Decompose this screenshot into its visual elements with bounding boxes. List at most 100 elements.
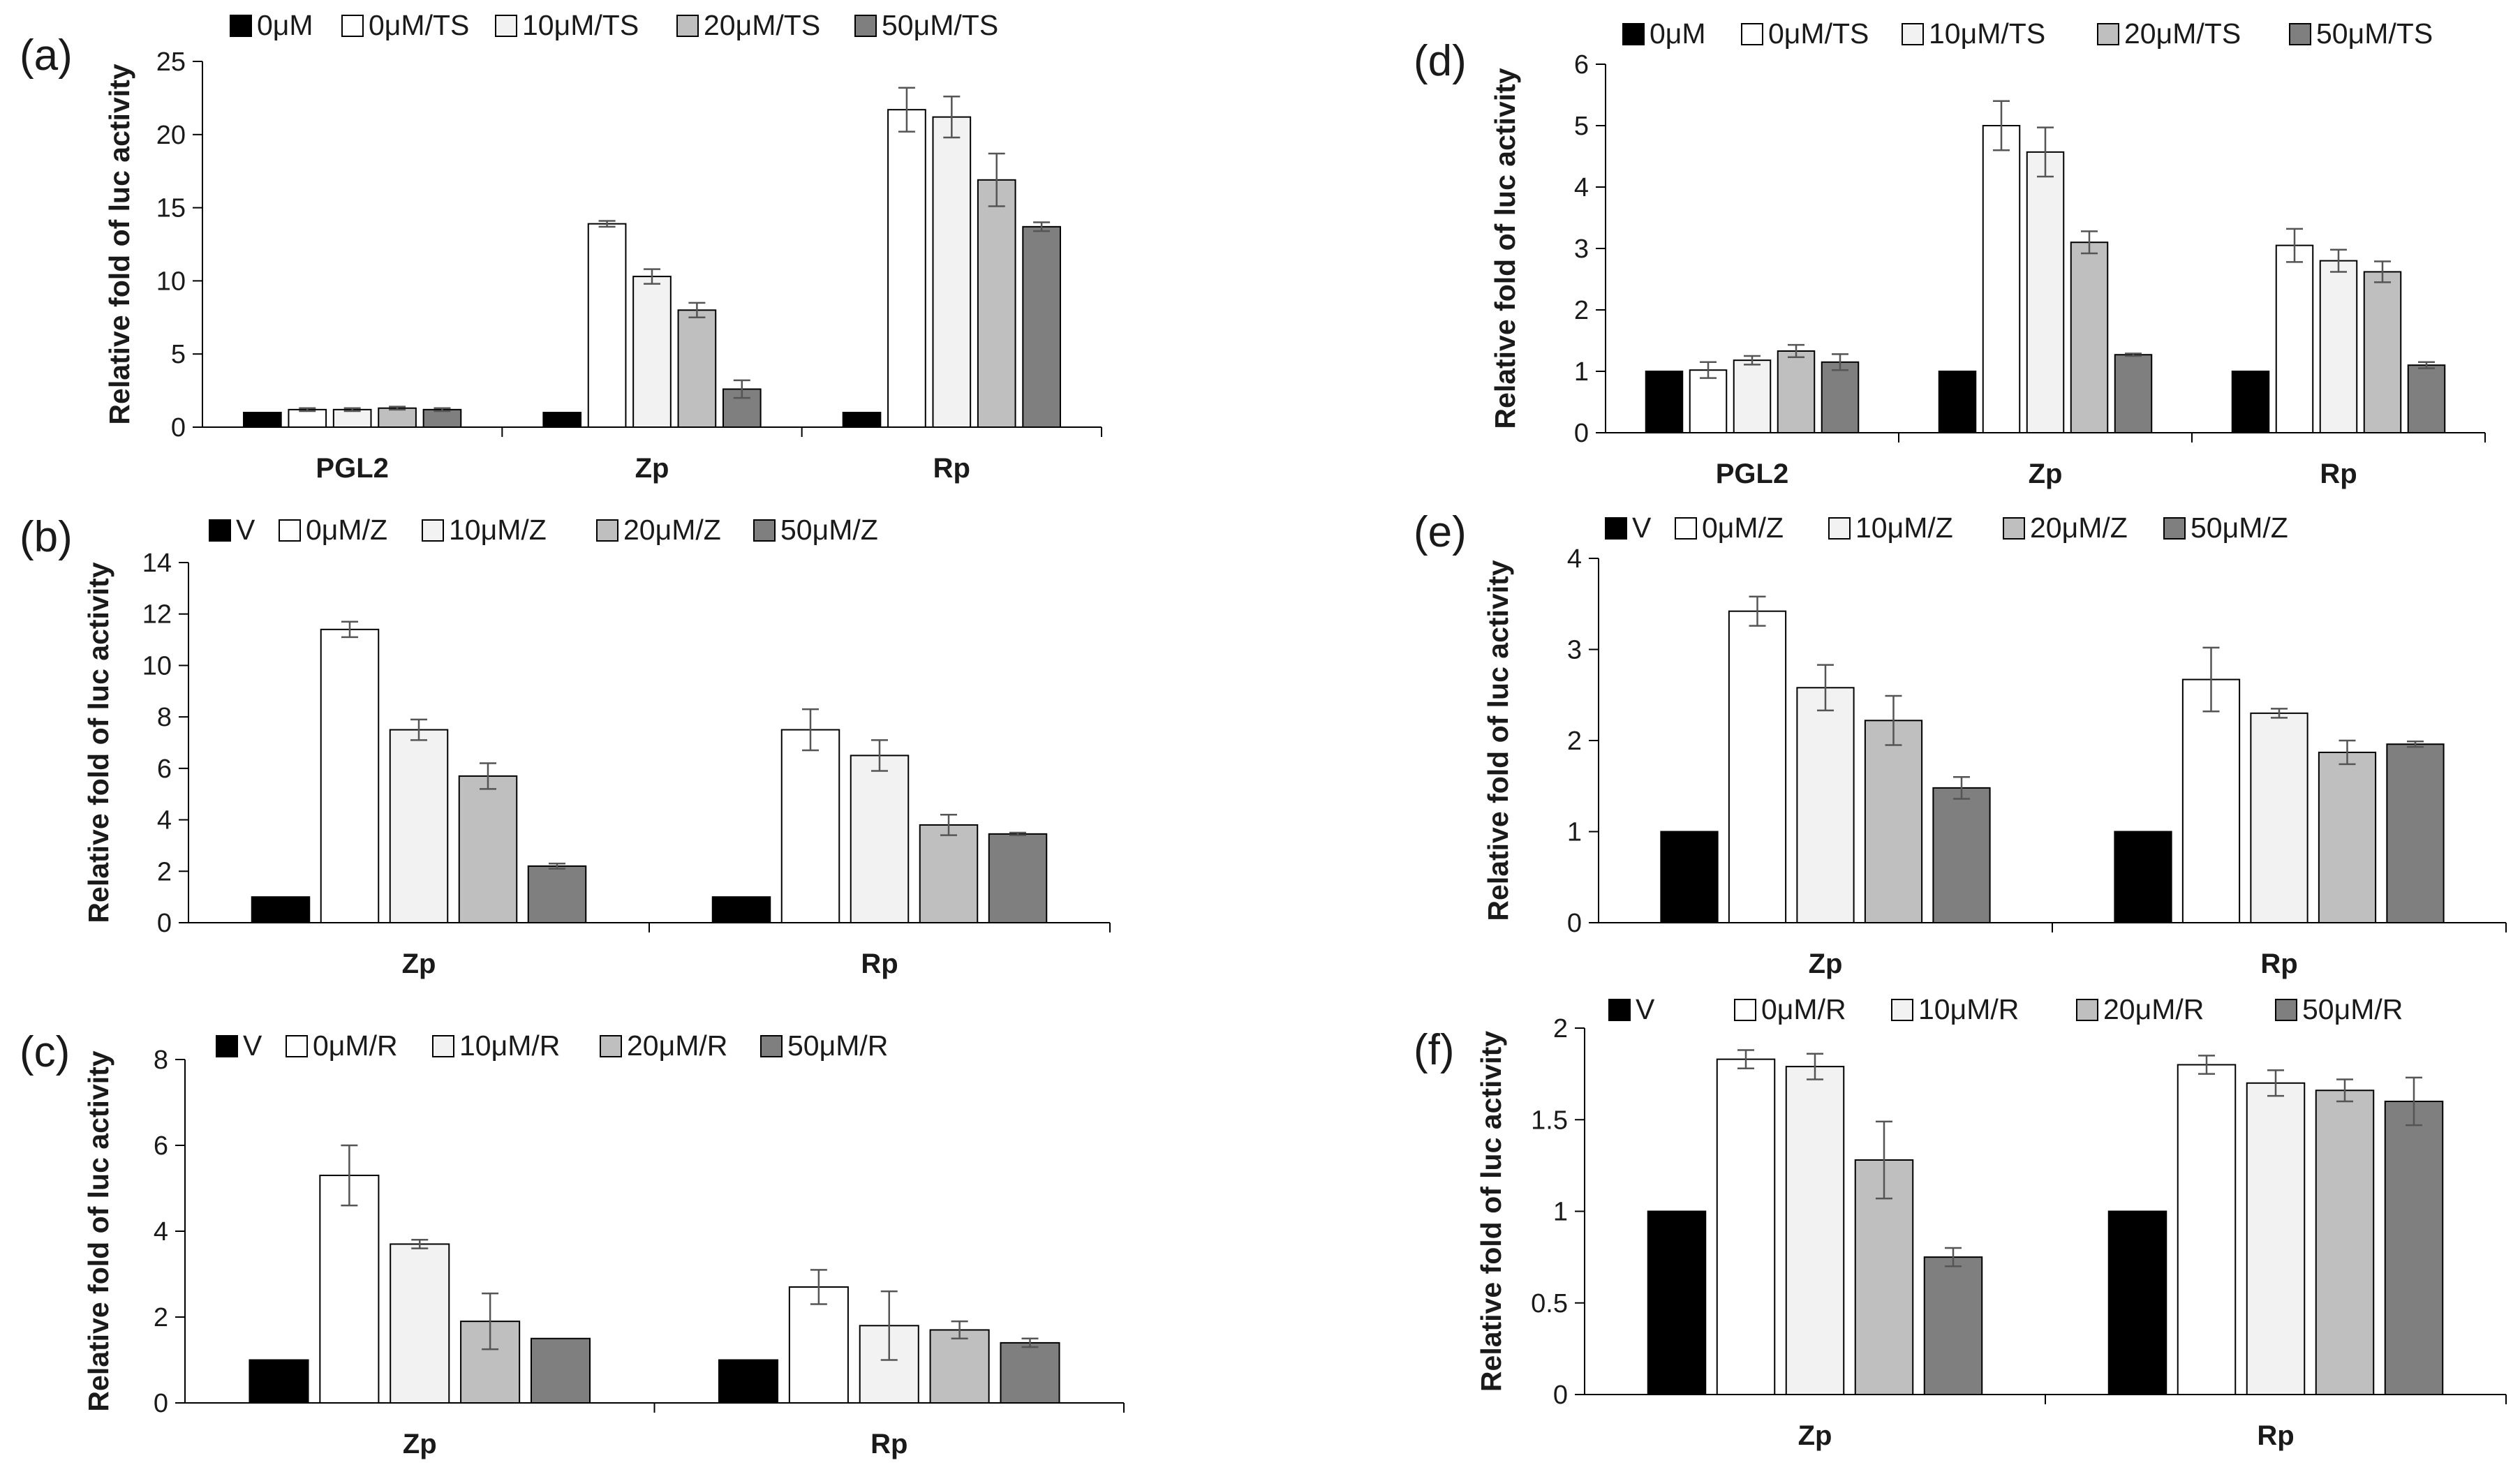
legend-swatch [422,519,444,542]
y-tick-label: 8 [157,703,172,732]
legend-swatch [2289,23,2311,45]
y-axis-label: Relative fold of luc activity [103,64,135,424]
panel-label: (f) [1414,1026,1455,1074]
bar [677,309,717,428]
legend-swatch [230,15,252,37]
legend-label: 20μM/R [627,1029,727,1062]
y-tick-label: 0 [154,1389,168,1418]
legend-label: 50μM/TS [882,9,998,41]
y-tick-label: 0 [1553,1381,1568,1410]
bar [2407,364,2446,434]
x-tick-label: Zp [1798,1420,1832,1451]
bar [1733,359,1772,433]
bar [2114,354,2153,433]
panel-label: (d) [1414,37,1467,85]
bar [1923,1256,1983,1395]
x-tick-label: Rp [2257,1420,2294,1451]
bar [1022,225,1061,428]
bar [988,833,1048,924]
bar [288,408,327,429]
x-tick-label: Rp [2320,459,2357,489]
y-axis-label: Relative fold of luc activity [82,1050,114,1411]
bar [1821,361,1860,433]
x-tick-label: Rp [933,453,970,484]
bar [527,865,587,924]
legend-label: 50μM/Z [780,514,878,546]
y-tick-label: 6 [157,754,172,784]
bar [390,1243,450,1404]
y-tick-label: 1 [1574,357,1589,387]
legend-swatch [216,1035,238,1057]
bar [2250,712,2308,923]
legend-label: 20μM/Z [623,514,721,546]
x-tick-label: Zp [1809,949,1843,979]
bar [842,412,882,428]
legend-label: 10μM/R [459,1029,560,1062]
bar [1647,1210,1707,1395]
x-tick-label: Zp [635,453,669,484]
bar [1728,610,1787,923]
bar [718,1359,779,1404]
panel-label: (a) [20,31,73,80]
legend-label: 10μM/Z [449,514,547,546]
x-tick-label: Zp [2029,459,2063,489]
legend-swatch [209,519,231,542]
legend-swatch [596,519,618,542]
legend-label: 20μM/Z [2030,512,2128,544]
bar [2177,1064,2237,1395]
bar [977,179,1016,428]
legend-swatch [1734,999,1756,1021]
legend-swatch [1741,23,1763,45]
bar [530,1337,591,1404]
bar [422,408,462,429]
bar [2107,1210,2167,1395]
legend-swatch [432,1035,454,1057]
bar [2386,743,2445,923]
bar [2181,678,2241,923]
y-tick-label: 4 [154,1217,168,1247]
legend-label: 0μM/TS [369,9,469,41]
bar [587,223,627,428]
legend-label: 50μM/R [2302,993,2403,1025]
bar [2070,241,2109,433]
bar [2319,260,2358,433]
legend-label: 0μM/Z [1702,512,1784,544]
chart-panel-4: (e) V 0μM/Z 10μM/Z 20μM/Z 50μM/Z Relative fold… [1414,508,2507,979]
legend-swatch [1675,517,1697,540]
bar [2246,1082,2306,1395]
legend-label: 50μM/R [787,1029,888,1062]
y-tick-label: 4 [1567,544,1582,574]
bar [1982,125,2021,433]
y-tick-label: 4 [1574,173,1589,202]
y-axis-label: Relative fold of luc activity [1482,560,1514,921]
legend-label: 10μM/TS [522,9,639,41]
bar [1777,350,1816,433]
legend-label: 20μM/TS [704,9,820,41]
x-tick-label: Rp [2260,949,2297,979]
y-tick-label: 0.5 [1531,1289,1568,1318]
y-tick-label: 15 [156,194,186,223]
legend-label: 10μM/TS [1929,17,2045,50]
bar [458,775,518,924]
bar [332,408,372,429]
chart-panel-0: (a) 0μM 0μM/TS 10μM/TS 20μM/TS 50μM/TS Relativ… [20,9,1102,484]
bar [1000,1341,1060,1404]
panel-label: (c) [20,1028,70,1076]
legend-swatch [495,15,517,37]
y-tick-label: 1 [1567,818,1582,847]
legend-label: 0μM/R [1761,993,1846,1025]
y-tick-label: 0 [157,909,172,938]
bar [1864,720,1923,924]
bar [2384,1101,2444,1395]
bar [251,896,311,923]
chart-panel-2: (c) V 0μM/R 10μM/R 20μM/R 50μM/R Relative fold… [20,1028,1125,1459]
legend-label: 10μM/Z [1855,512,1953,544]
y-tick-label: 6 [1574,50,1589,80]
legend-swatch [2275,999,2297,1021]
x-tick-label: Rp [870,1429,907,1459]
bar [249,1359,309,1404]
y-tick-label: 2 [154,1303,168,1332]
legend-swatch [600,1035,622,1057]
legend-swatch [760,1035,783,1057]
